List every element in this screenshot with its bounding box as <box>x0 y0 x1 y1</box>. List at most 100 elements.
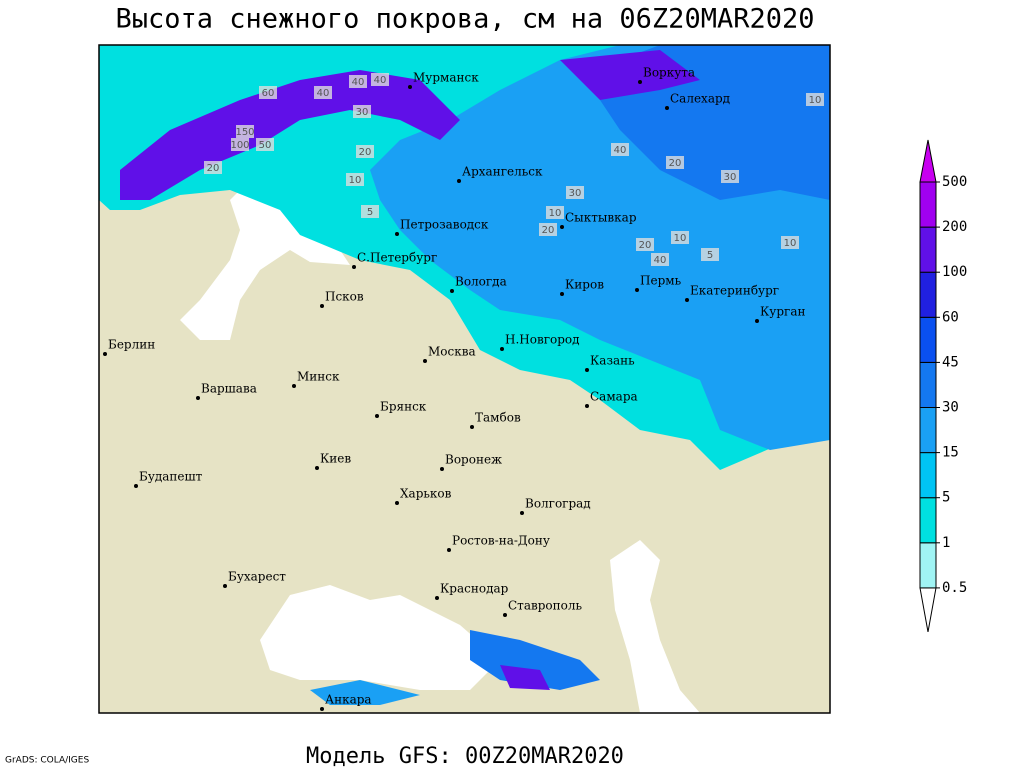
contour-label: 40 <box>352 77 365 88</box>
city-label: Берлин <box>108 338 155 352</box>
city-label: Вологда <box>455 275 507 289</box>
colorbar-label: 15 <box>942 445 959 461</box>
contour-label-bg <box>314 86 332 99</box>
city-label: Екатеринбург <box>690 284 779 298</box>
contour-label: 30 <box>356 107 369 118</box>
colorbar-box <box>919 361 937 408</box>
city-dot <box>635 288 639 292</box>
contour-label: 150 <box>235 127 254 138</box>
contour-label: 60 <box>262 88 275 99</box>
city-label: Брянск <box>380 400 427 414</box>
contour-label: 40 <box>317 88 330 99</box>
city-label: Самара <box>590 390 638 404</box>
contour-label: 20 <box>639 240 652 251</box>
city-dot <box>638 80 642 84</box>
city-dot <box>134 484 138 488</box>
colorbar-box <box>919 316 937 363</box>
contour-label-bg <box>651 253 669 266</box>
city-dot <box>500 347 504 351</box>
contour-label: 100 <box>230 140 249 151</box>
contour-label: 10 <box>549 208 562 219</box>
city-dot <box>503 613 507 617</box>
contour-label-bg <box>204 161 222 174</box>
contour-label: 30 <box>569 188 582 199</box>
contour-label-bg <box>806 93 824 106</box>
city-label: Пермь <box>640 274 682 288</box>
city-dot <box>395 501 399 505</box>
city-label: Краснодар <box>440 582 509 596</box>
contour-label-bg <box>636 238 654 251</box>
city-dot <box>470 425 474 429</box>
contour-label-bg <box>566 186 584 199</box>
colorbar-label: 500 <box>942 174 967 190</box>
city-dot <box>423 359 427 363</box>
contour-label-bg <box>353 105 371 118</box>
city-label: Харьков <box>400 487 452 501</box>
city-label: Анкара <box>325 693 372 707</box>
city-dot <box>440 467 444 471</box>
contour-label-bg <box>356 145 374 158</box>
city-label: Петрозаводск <box>400 218 489 232</box>
city-dot <box>320 304 324 308</box>
baltic-sea <box>180 140 350 340</box>
city-dot <box>103 352 107 356</box>
snow-caucasus-peak <box>500 665 550 690</box>
city-label: Курган <box>760 305 805 319</box>
contour-label-bg <box>371 73 389 86</box>
city-label: Салехард <box>670 92 730 106</box>
contour-label-bg <box>671 231 689 244</box>
city-label: Мурманск <box>413 71 479 85</box>
credit: GrADS: COLA/IGES <box>5 756 89 766</box>
snow-turkey <box>310 680 420 705</box>
title: Высота снежного покрова, см на 06Z20MAR2… <box>116 4 815 35</box>
city-label: Ставрополь <box>508 599 582 613</box>
contour-label-bg <box>231 138 249 151</box>
footer: Модель GFS: 00Z20MAR2020 <box>306 744 624 768</box>
snow-caucasus <box>470 630 600 690</box>
city-dot <box>447 548 451 552</box>
city-label: Н.Новгород <box>505 333 580 347</box>
city-dot <box>450 289 454 293</box>
contour-label-bg <box>721 170 739 183</box>
contour-label-bg <box>236 125 254 138</box>
contour-label-bg <box>539 223 557 236</box>
colorbar-box <box>919 542 937 589</box>
city-label: Псков <box>325 290 364 304</box>
colorbar-box <box>919 497 937 544</box>
snow-100-200-ural <box>560 50 700 100</box>
city-label: Воронеж <box>445 453 502 467</box>
city-dot <box>435 596 439 600</box>
colorbar-label: 45 <box>942 354 959 370</box>
colorbar-box <box>919 407 937 454</box>
contour-label-bg <box>346 173 364 186</box>
contour-label: 20 <box>207 163 220 174</box>
city-dot <box>315 466 319 470</box>
contour-label: 40 <box>374 75 387 86</box>
city-dot <box>755 319 759 323</box>
contour-label-bg <box>781 236 799 249</box>
colorbar-high <box>919 139 937 183</box>
colorbar-label: 5 <box>942 490 950 506</box>
city-label: Волгоград <box>525 497 591 511</box>
contour-label-bg <box>701 248 719 261</box>
contour-label: 10 <box>784 238 797 249</box>
map-frame <box>98 44 831 714</box>
city-dot <box>685 298 689 302</box>
city-label: Киров <box>565 278 604 292</box>
contour-label: 10 <box>674 233 687 244</box>
contour-label-bg <box>546 206 564 219</box>
city-dot <box>375 414 379 418</box>
contour-label: 30 <box>724 172 737 183</box>
contour-label-bg <box>666 156 684 169</box>
city-label: Москва <box>428 345 476 359</box>
city-dot <box>520 511 524 515</box>
city-dot <box>320 707 324 711</box>
city-label: Минск <box>297 370 340 384</box>
city-label: Ростов-на-Дону <box>452 534 550 548</box>
city-dot <box>292 384 296 388</box>
city-dot <box>560 225 564 229</box>
contour-label-bg <box>349 75 367 88</box>
contour-label: 50 <box>259 140 272 151</box>
